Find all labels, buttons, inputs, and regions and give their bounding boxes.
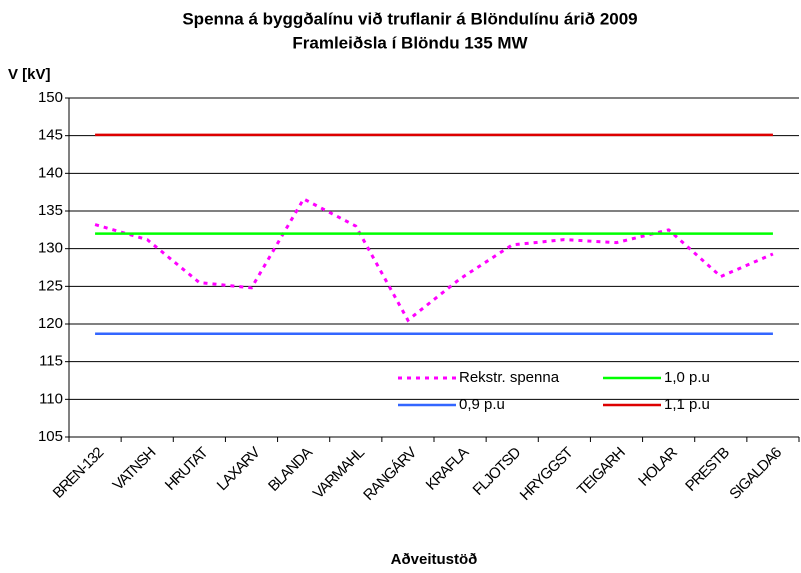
x-tick-label: RANGÁRV [360,444,420,504]
x-tick-label: PRESTB [682,444,733,495]
x-tick-label: FLJOTSD [470,444,525,499]
y-tick-label: 110 [39,390,63,407]
y-axis-title: V [kV] [8,66,51,83]
x-tick-label: BREN-132 [50,444,108,502]
y-tick-label: 125 [38,277,63,294]
x-tick-label: HRUTAT [162,444,212,494]
y-tick-label: 140 [38,164,63,181]
x-axis-title: Aðveitustöð [391,551,478,568]
y-tick-label: 135 [38,202,63,219]
chart-title: Spenna á byggðalínu við truflanir á Blön… [182,9,637,28]
y-tick-label: 105 [38,428,63,445]
x-tick-label: VARMAHL [310,444,368,502]
x-tick-label: SIGALDA6 [726,444,785,503]
y-tick-label: 115 [39,353,63,370]
chart-subtitle: Framleiðsla í Blöndu 135 MW [292,33,528,52]
legend-label: 1,0 p.u [664,369,710,386]
y-tick-label: 150 [38,89,63,106]
legend-label: 0,9 p.u [459,396,505,413]
series-line [94,196,774,323]
x-tick-label: TEIGARH [574,445,628,499]
x-tick-label: KRAFLA [423,444,473,494]
x-tick-label: LAXARV [214,444,264,494]
legend-label: Rekstr. spenna [459,369,560,386]
x-tick-label: HRYGGST [517,444,577,504]
legend-label: 1,1 p.u [664,396,710,413]
x-tick-label: BLANDA [265,444,316,495]
x-tick-label: HOLAR [635,444,681,490]
x-tick-label: VATNSH [110,445,159,494]
y-tick-label: 145 [38,127,63,144]
y-tick-label: 120 [38,315,63,332]
y-tick-label: 130 [38,240,63,257]
